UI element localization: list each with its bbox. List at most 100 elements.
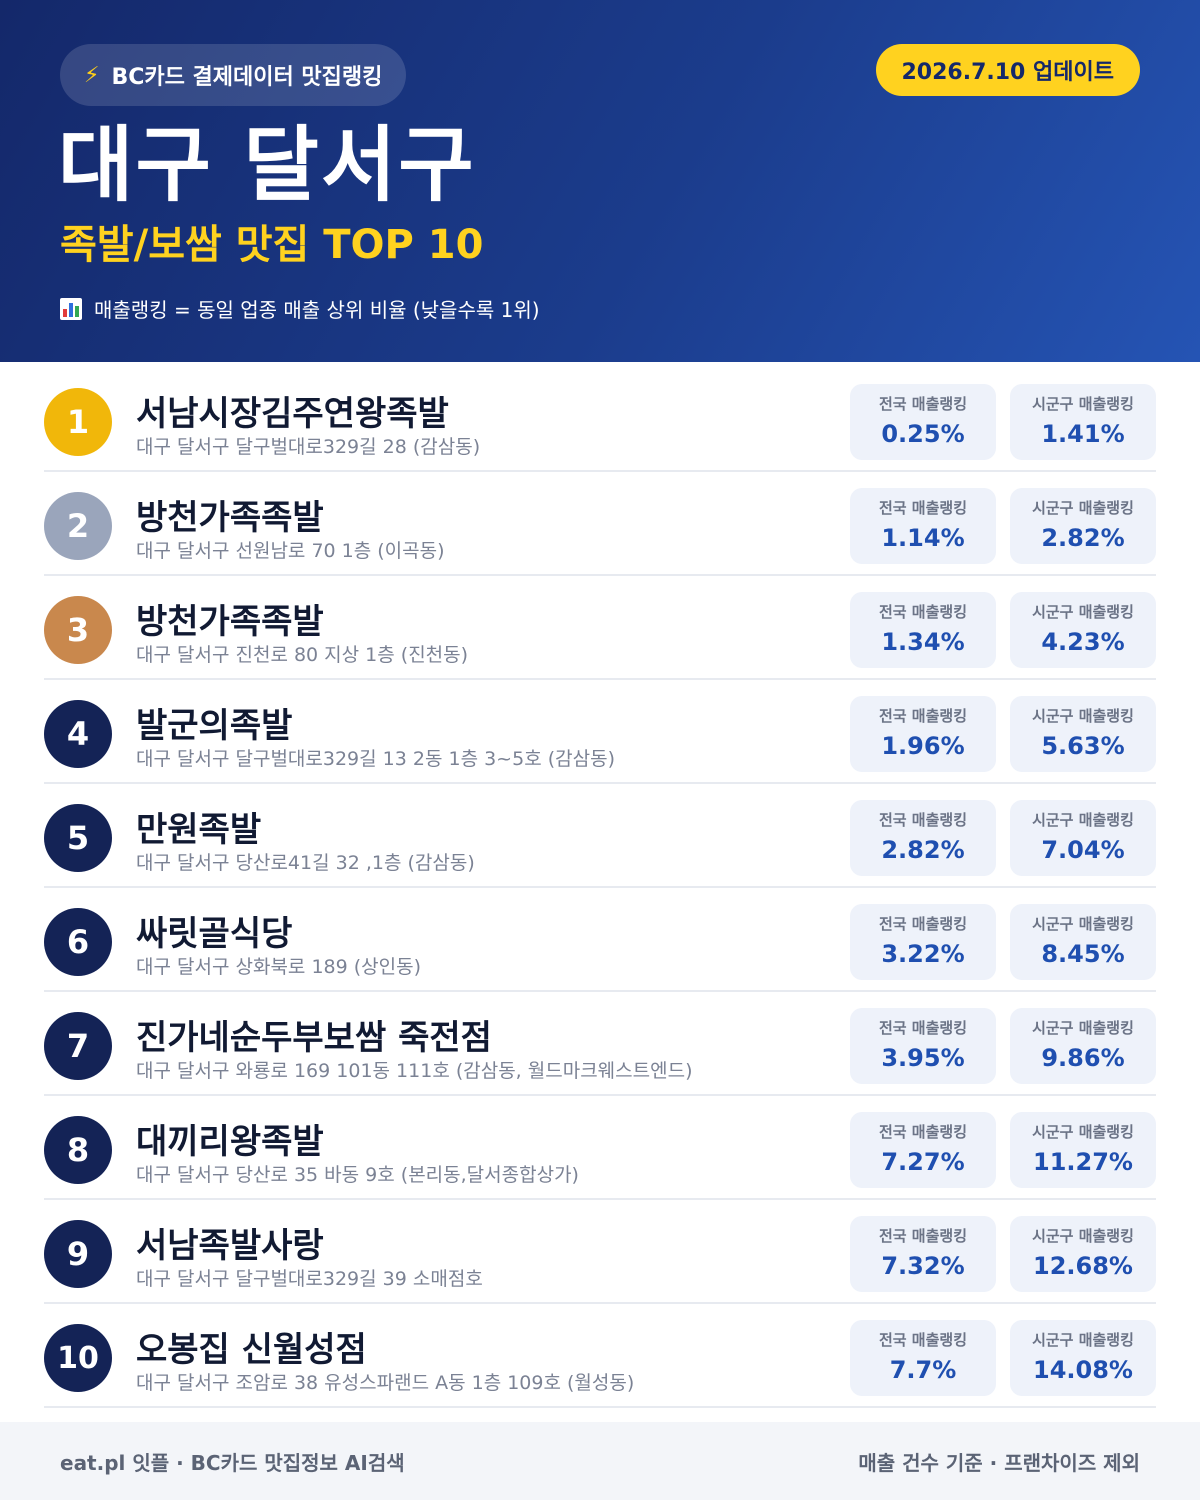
local-ranking-value: 9.86% bbox=[1041, 1044, 1125, 1072]
national-ranking-label: 전국 매출랭킹 bbox=[878, 1227, 968, 1245]
national-ranking-value: 7.32% bbox=[881, 1252, 965, 1280]
national-ranking-value: 2.82% bbox=[881, 836, 965, 864]
national-ranking-label: 전국 매출랭킹 bbox=[878, 395, 968, 413]
restaurant-row[interactable]: 8 대끼리왕족발 대구 달서구 당산로 35 바동 9호 (본리동,달서종합상가) 전… bbox=[44, 1096, 1156, 1200]
rank-badge: 1 bbox=[44, 388, 112, 456]
ranking-note-text: 매출랭킹 = 동일 업종 매출 상위 비율 (낮을수록 1위) bbox=[94, 298, 540, 322]
local-ranking-card: 시군구 매출랭킹 9.86% bbox=[1010, 1008, 1156, 1084]
rank-badge: 7 bbox=[44, 1012, 112, 1080]
header-banner: ⚡ BC카드 결제데이터 맛집랭킹 2026.7.10 업데이트 대구 달서구 … bbox=[0, 0, 1200, 362]
restaurant-name[interactable]: 오봉집 신월성점 bbox=[136, 1330, 367, 1370]
local-ranking-label: 시군구 매출랭킹 bbox=[1032, 395, 1134, 413]
local-ranking-value: 2.82% bbox=[1041, 524, 1125, 552]
restaurant-row[interactable]: 9 서남족발사랑 대구 달서구 달구벌대로329길 39 소매점호 전국 매출랭킹 7.… bbox=[44, 1200, 1156, 1304]
local-ranking-label: 시군구 매출랭킹 bbox=[1032, 811, 1134, 829]
local-ranking-label: 시군구 매출랭킹 bbox=[1032, 1019, 1134, 1037]
local-ranking-value: 7.04% bbox=[1041, 836, 1125, 864]
national-ranking-value: 0.25% bbox=[881, 420, 965, 448]
restaurant-row[interactable]: 7 진가네순두부보쌈 죽전점 대구 달서구 와룡로 169 101동 111호 (감… bbox=[44, 992, 1156, 1096]
national-ranking-card: 전국 매출랭킹 2.82% bbox=[850, 800, 996, 876]
local-ranking-card: 시군구 매출랭킹 7.04% bbox=[1010, 800, 1156, 876]
rank-badge: 6 bbox=[44, 908, 112, 976]
restaurant-address: 대구 달서구 선원남로 70 1층 (이곡동) bbox=[136, 540, 445, 562]
lightning-icon: ⚡ bbox=[84, 62, 100, 88]
local-ranking-label: 시군구 매출랭킹 bbox=[1032, 915, 1134, 933]
national-ranking-value: 1.96% bbox=[881, 732, 965, 760]
local-ranking-value: 8.45% bbox=[1041, 940, 1125, 968]
restaurant-row[interactable]: 4 발군의족발 대구 달서구 달구벌대로329길 13 2동 1층 3~5호 (감삼… bbox=[44, 680, 1156, 784]
restaurant-address: 대구 달서구 달구벌대로329길 28 (감삼동) bbox=[136, 436, 481, 458]
update-date-badge: 2026.7.10 업데이트 bbox=[875, 44, 1140, 96]
restaurant-address: 대구 달서구 당산로41길 32 ,1층 (감삼동) bbox=[136, 852, 475, 874]
national-ranking-value: 1.34% bbox=[881, 628, 965, 656]
national-ranking-card: 전국 매출랭킹 7.32% bbox=[850, 1216, 996, 1292]
restaurant-address: 대구 달서구 달구벌대로329길 39 소매점호 bbox=[136, 1268, 483, 1290]
restaurant-name[interactable]: 방천가족족발 bbox=[136, 498, 324, 538]
local-ranking-value: 12.68% bbox=[1033, 1252, 1133, 1280]
restaurant-name[interactable]: 진가네순두부보쌈 죽전점 bbox=[136, 1018, 492, 1058]
restaurant-address: 대구 달서구 달구벌대로329길 13 2동 1층 3~5호 (감삼동) bbox=[136, 748, 615, 770]
national-ranking-value: 7.27% bbox=[881, 1148, 965, 1176]
restaurant-row[interactable]: 6 싸릿골식당 대구 달서구 상화북로 189 (상인동) 전국 매출랭킹 3.22% 시… bbox=[44, 888, 1156, 992]
footer: eat.pl 잇플 · BC카드 맛집정보 AI검색 매출 건수 기준 · 프랜… bbox=[0, 1422, 1200, 1500]
national-ranking-card: 전국 매출랭킹 3.22% bbox=[850, 904, 996, 980]
ranking-note: 매출랭킹 = 동일 업종 매출 상위 비율 (낮을수록 1위) bbox=[60, 294, 540, 323]
restaurant-address: 대구 달서구 진천로 80 지상 1층 (진천동) bbox=[136, 644, 469, 666]
local-ranking-value: 11.27% bbox=[1033, 1148, 1133, 1176]
rank-badge: 4 bbox=[44, 700, 112, 768]
restaurant-row[interactable]: 5 만원족발 대구 달서구 당산로41길 32 ,1층 (감삼동) 전국 매출랭킹 2.… bbox=[44, 784, 1156, 888]
restaurant-name[interactable]: 만원족발 bbox=[136, 810, 262, 850]
restaurant-name[interactable]: 대끼리왕족발 bbox=[136, 1122, 324, 1162]
national-ranking-label: 전국 매출랭킹 bbox=[878, 707, 968, 725]
national-ranking-value: 3.22% bbox=[881, 940, 965, 968]
local-ranking-card: 시군구 매출랭킹 14.08% bbox=[1010, 1320, 1156, 1396]
footer-source: eat.pl 잇플 · BC카드 맛집정보 AI검색 bbox=[60, 1450, 405, 1475]
restaurant-address: 대구 달서구 당산로 35 바동 9호 (본리동,달서종합상가) bbox=[136, 1164, 579, 1186]
bar-chart-icon bbox=[60, 297, 82, 320]
restaurant-name[interactable]: 방천가족족발 bbox=[136, 602, 324, 642]
local-ranking-card: 시군구 매출랭킹 1.41% bbox=[1010, 384, 1156, 460]
national-ranking-value: 1.14% bbox=[881, 524, 965, 552]
restaurant-name[interactable]: 발군의족발 bbox=[136, 706, 293, 746]
restaurant-name[interactable]: 서남시장김주연왕족발 bbox=[136, 394, 449, 434]
restaurant-name[interactable]: 싸릿골식당 bbox=[136, 914, 293, 954]
restaurant-name[interactable]: 서남족발사랑 bbox=[136, 1226, 324, 1266]
national-ranking-card: 전국 매출랭킹 3.95% bbox=[850, 1008, 996, 1084]
national-ranking-card: 전국 매출랭킹 1.34% bbox=[850, 592, 996, 668]
local-ranking-label: 시군구 매출랭킹 bbox=[1032, 1227, 1134, 1245]
local-ranking-value: 4.23% bbox=[1041, 628, 1125, 656]
local-ranking-card: 시군구 매출랭킹 8.45% bbox=[1010, 904, 1156, 980]
local-ranking-value: 5.63% bbox=[1041, 732, 1125, 760]
restaurant-address: 대구 달서구 조암로 38 유성스파랜드 A동 1층 109호 (월성동) bbox=[136, 1372, 635, 1394]
local-ranking-value: 14.08% bbox=[1033, 1356, 1133, 1384]
page-title: 대구 달서구 bbox=[58, 118, 476, 213]
local-ranking-label: 시군구 매출랭킹 bbox=[1032, 499, 1134, 517]
local-ranking-label: 시군구 매출랭킹 bbox=[1032, 707, 1134, 725]
local-ranking-card: 시군구 매출랭킹 11.27% bbox=[1010, 1112, 1156, 1188]
restaurant-address: 대구 달서구 상화북로 189 (상인동) bbox=[136, 956, 422, 978]
national-ranking-card: 전국 매출랭킹 7.7% bbox=[850, 1320, 996, 1396]
local-ranking-card: 시군구 매출랭킹 12.68% bbox=[1010, 1216, 1156, 1292]
rank-badge: 9 bbox=[44, 1220, 112, 1288]
national-ranking-label: 전국 매출랭킹 bbox=[878, 1019, 968, 1037]
footer-basis: 매출 건수 기준 · 프랜차이즈 제외 bbox=[858, 1450, 1140, 1475]
restaurant-address: 대구 달서구 와룡로 169 101동 111호 (감삼동, 월드마크웨스트엔드… bbox=[136, 1060, 693, 1082]
rank-badge: 3 bbox=[44, 596, 112, 664]
restaurant-row[interactable]: 2 방천가족족발 대구 달서구 선원남로 70 1층 (이곡동) 전국 매출랭킹 1.1… bbox=[44, 472, 1156, 576]
national-ranking-value: 7.7% bbox=[889, 1356, 957, 1384]
restaurant-row[interactable]: 1 서남시장김주연왕족발 대구 달서구 달구벌대로329길 28 (감삼동) 전국 매… bbox=[44, 368, 1156, 472]
national-ranking-card: 전국 매출랭킹 0.25% bbox=[850, 384, 996, 460]
national-ranking-value: 3.95% bbox=[881, 1044, 965, 1072]
local-ranking-card: 시군구 매출랭킹 2.82% bbox=[1010, 488, 1156, 564]
local-ranking-card: 시군구 매출랭킹 4.23% bbox=[1010, 592, 1156, 668]
brand-pill: ⚡ BC카드 결제데이터 맛집랭킹 bbox=[60, 44, 407, 106]
brand-label: BC카드 결제데이터 맛집랭킹 bbox=[111, 65, 383, 90]
rank-badge: 8 bbox=[44, 1116, 112, 1184]
restaurant-row[interactable]: 10 오봉집 신월성점 대구 달서구 조암로 38 유성스파랜드 A동 1층 109… bbox=[44, 1304, 1156, 1408]
national-ranking-card: 전국 매출랭킹 1.14% bbox=[850, 488, 996, 564]
rank-badge: 2 bbox=[44, 492, 112, 560]
restaurant-row[interactable]: 3 방천가족족발 대구 달서구 진천로 80 지상 1층 (진천동) 전국 매출랭킹 1… bbox=[44, 576, 1156, 680]
rank-badge: 10 bbox=[44, 1324, 112, 1392]
local-ranking-label: 시군구 매출랭킹 bbox=[1032, 603, 1134, 621]
national-ranking-label: 전국 매출랭킹 bbox=[878, 603, 968, 621]
